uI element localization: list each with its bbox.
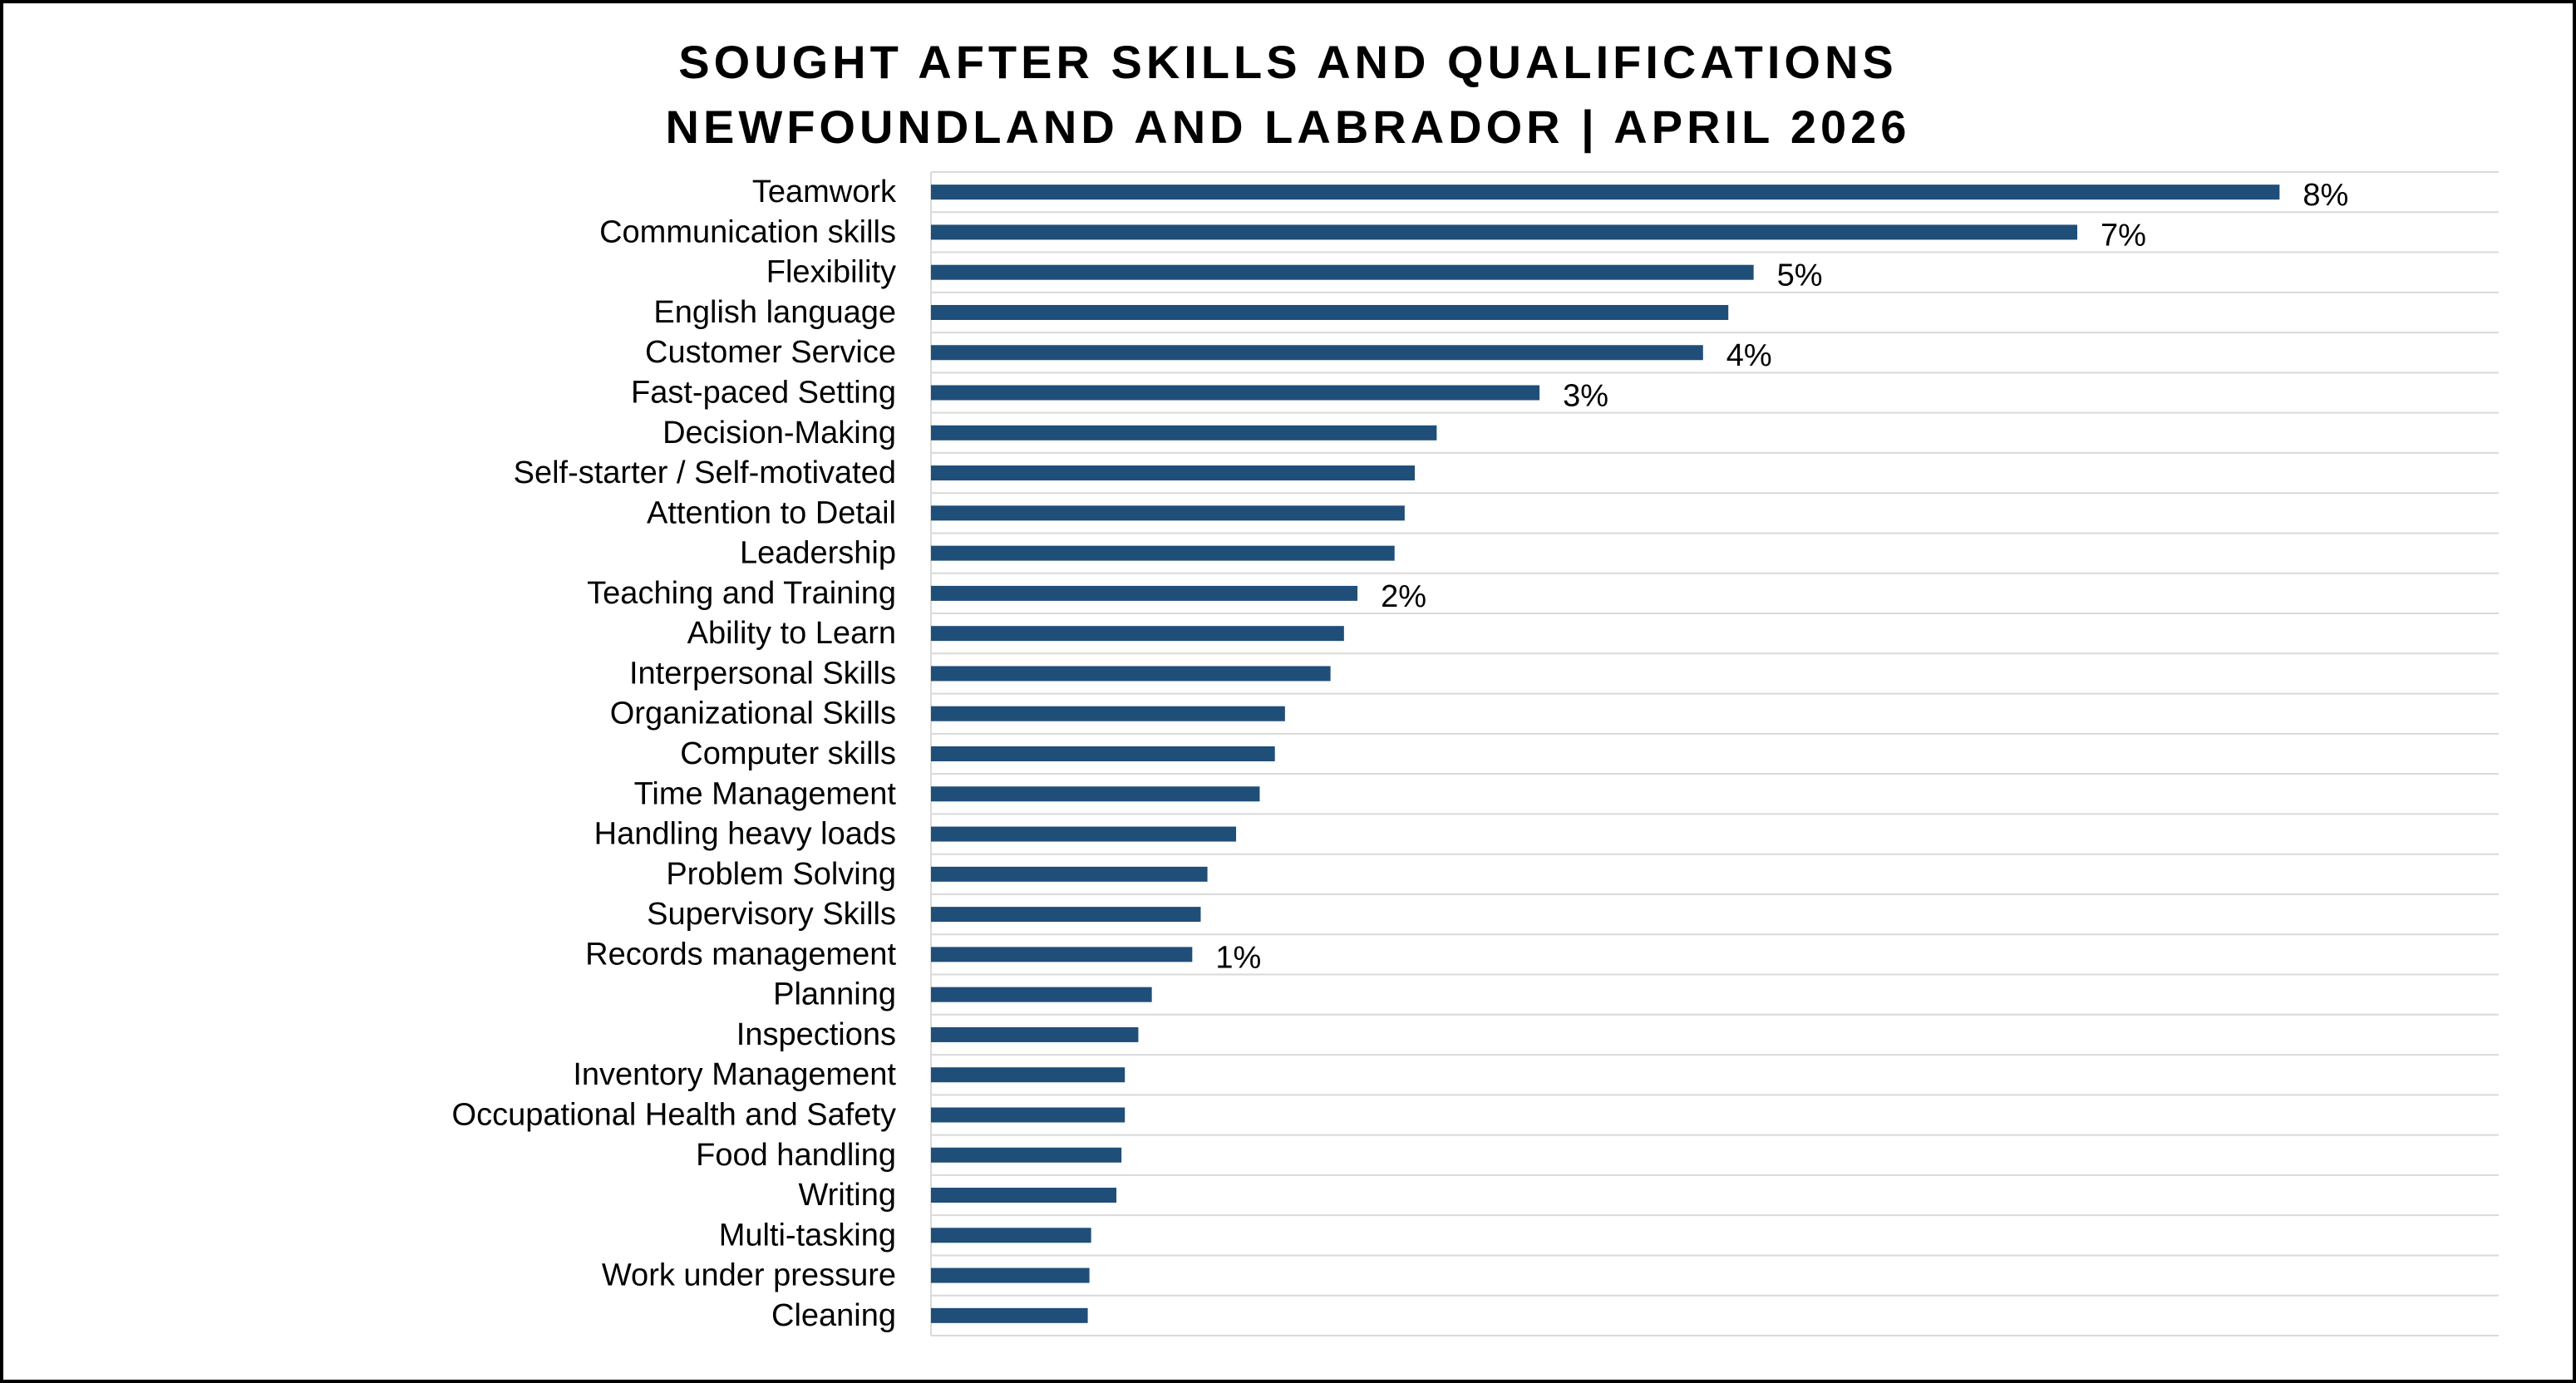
category-label: Teamwork: [752, 175, 897, 209]
category-label: Work under pressure: [602, 1258, 896, 1293]
category-label: Decision-Making: [662, 416, 896, 450]
bar: [931, 1147, 1122, 1163]
bar: [931, 1107, 1125, 1123]
bar: [931, 224, 2078, 240]
category-label: Flexibility: [766, 255, 896, 290]
bar: [931, 304, 1729, 320]
category-label: Ability to Learn: [687, 616, 896, 651]
bar: [931, 626, 1344, 642]
category-label: Planning: [773, 977, 896, 1012]
bar: [931, 1267, 1090, 1283]
bar: [931, 425, 1437, 440]
chart-title: SOUGHT AFTER SKILLS AND QUALIFICATIONS N…: [3, 30, 2573, 160]
bar: [931, 345, 1703, 361]
category-label: Customer Service: [645, 335, 896, 370]
bar: [931, 264, 1754, 280]
bar: [931, 947, 1193, 962]
bar: [931, 987, 1152, 1002]
category-label: Interpersonal Skills: [629, 656, 896, 691]
data-label: 3%: [1563, 379, 1608, 414]
title-line: SOUGHT AFTER SKILLS AND QUALIFICATIONS: [678, 36, 1898, 88]
category-label: Time Management: [634, 776, 897, 811]
bar: [931, 866, 1208, 882]
bar: [931, 1067, 1125, 1083]
bar: [931, 385, 1540, 401]
category-label: Records management: [585, 937, 896, 972]
category-label: Self-starter / Self-motivated: [514, 455, 896, 490]
category-label: Inspections: [736, 1017, 896, 1052]
bar: [931, 1228, 1091, 1243]
bar: [931, 465, 1416, 481]
bar: [931, 1026, 1139, 1042]
bar: [931, 185, 2280, 200]
data-label: 1%: [1215, 940, 1261, 975]
bar: [931, 545, 1395, 561]
bar: [931, 706, 1285, 721]
category-label: English language: [653, 295, 896, 330]
category-label: Leadership: [740, 536, 896, 571]
category-label: Cleaning: [771, 1298, 896, 1333]
category-label: Multi-tasking: [719, 1218, 896, 1253]
subtitle-line: NEWFOUNDLAND AND LABRADOR | APRIL 2026: [665, 101, 1911, 153]
category-label: Fast-paced Setting: [631, 376, 896, 411]
bar: [931, 1307, 1088, 1323]
data-label: 8%: [2303, 178, 2348, 213]
bar: [931, 907, 1201, 923]
data-label: 4%: [1726, 338, 1772, 373]
category-label: Writing: [798, 1178, 896, 1213]
category-label: Attention to Detail: [647, 495, 896, 530]
category-label: Occupational Health and Safety: [452, 1097, 896, 1132]
category-label: Teaching and Training: [587, 576, 896, 611]
category-label: Inventory Management: [573, 1057, 896, 1092]
data-label: 7%: [2101, 218, 2146, 253]
data-label: 5%: [1777, 258, 1823, 293]
data-label: 2%: [1381, 579, 1426, 614]
category-label: Handling heavy loads: [594, 817, 896, 852]
bar: [931, 786, 1260, 802]
category-label: Problem Solving: [666, 857, 896, 892]
bar: [931, 1188, 1117, 1203]
category-label: Organizational Skills: [610, 696, 896, 731]
category-label: Supervisory Skills: [647, 897, 896, 932]
category-label: Communication skills: [599, 214, 896, 249]
bar: [931, 826, 1237, 842]
bar: [931, 666, 1331, 682]
bar: [931, 505, 1405, 521]
bar: [931, 585, 1358, 601]
category-label: Food handling: [696, 1138, 896, 1173]
category-label: Computer skills: [680, 736, 896, 771]
bar: [931, 746, 1275, 761]
